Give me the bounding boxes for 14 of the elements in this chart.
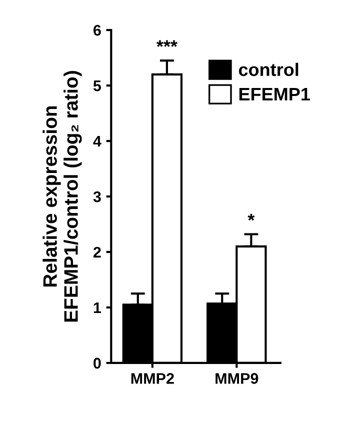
y-tick-label: 2 [93,246,101,258]
y-axis-title: Relative expression EFEMP1/control (log₂ ratio) [42,71,82,322]
y-tick-label: 0 [94,358,101,369]
y-tick-label: 3 [93,191,101,202]
y-tick-label: 5 [93,80,102,92]
annotation: *** [156,40,178,47]
legend-label: EFEMP1 [239,88,310,100]
annotation: * [248,214,255,221]
x-tick-label: MMP2 [131,373,174,384]
y-tick-label: 1 [94,302,102,313]
legend-label: control [238,62,298,76]
x-tick-label: MMP9 [216,373,258,384]
y-tick-label: 4 [93,136,102,147]
y-tick-label: 6 [93,24,101,36]
